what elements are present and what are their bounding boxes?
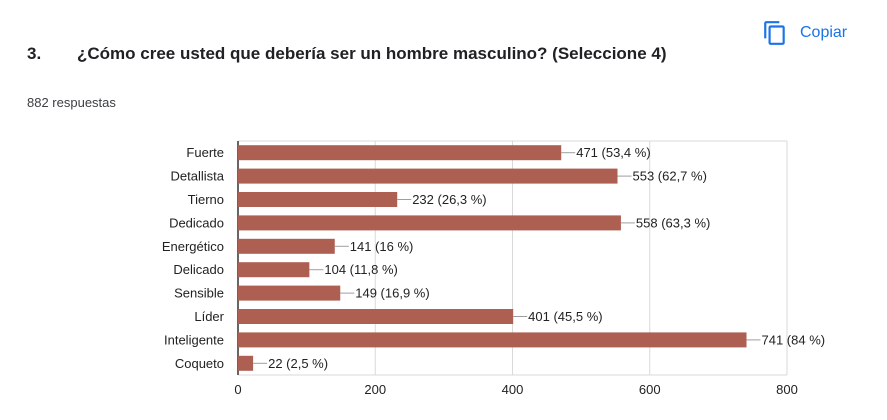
response-count: 882 respuestas: [27, 95, 116, 110]
category-label: Sensible: [174, 286, 224, 301]
bar: [238, 355, 254, 371]
bar: [238, 168, 618, 184]
bar: [238, 332, 747, 348]
category-label: Líder: [194, 309, 224, 324]
data-label: 141 (16 %): [350, 239, 414, 254]
data-label: 471 (53,4 %): [576, 145, 650, 160]
copy-button[interactable]: Copiar: [762, 18, 847, 48]
x-tick-label: 800: [776, 382, 798, 397]
bar: [238, 309, 514, 324]
x-tick-label: 0: [234, 382, 241, 397]
bar: [238, 192, 398, 207]
bar: [238, 238, 335, 254]
data-label: 558 (63,3 %): [636, 215, 710, 230]
data-label: 22 (2,5 %): [268, 356, 328, 371]
x-tick-label: 200: [364, 382, 386, 397]
category-label: Inteligente: [164, 332, 224, 347]
question-title: ¿Cómo cree usted que debería ser un homb…: [77, 44, 667, 63]
copy-label: Copiar: [800, 24, 848, 41]
category-label: Tierno: [188, 192, 224, 207]
category-label: Energético: [162, 239, 224, 254]
bar: [238, 145, 562, 161]
data-label: 401 (45,5 %): [528, 309, 602, 324]
x-tick-label: 600: [639, 382, 661, 397]
bar: [238, 285, 341, 301]
x-tick-label: 400: [502, 382, 524, 397]
data-label: 232 (26,3 %): [412, 192, 486, 207]
copy-icon: [764, 21, 785, 45]
bar: [238, 215, 621, 231]
category-label: Dedicado: [169, 215, 224, 230]
data-label: 553 (62,7 %): [632, 169, 706, 184]
chart-labels: 0 200 400 600 800 Fuerte 471 (53,4 %) Detallist…: [162, 145, 825, 397]
bar: [238, 262, 310, 278]
category-label: Coqueto: [175, 356, 224, 371]
category-label: Detallista: [171, 169, 225, 184]
data-label: 104 (11,8 %): [324, 262, 397, 277]
chart-bars: [238, 145, 747, 371]
data-label: 741 (84 %): [762, 332, 826, 347]
data-label: 149 (16,9 %): [355, 286, 429, 301]
category-label: Fuerte: [186, 145, 224, 160]
question-number: 3.: [27, 44, 42, 63]
category-label: Delicado: [173, 262, 224, 277]
